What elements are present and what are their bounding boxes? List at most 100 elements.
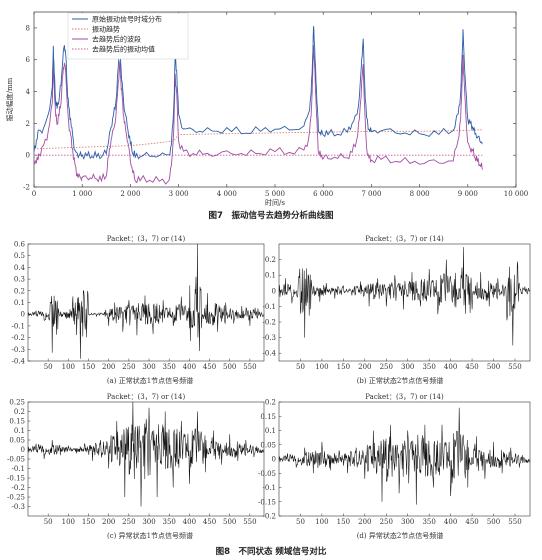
x-tick-label: 100 [62, 518, 75, 526]
x-tick-label: 100 [315, 363, 328, 371]
x-tick-label: 200 [358, 363, 371, 371]
x-tick-label: 150 [337, 518, 350, 526]
y-tick-label: 0.15 [9, 418, 25, 426]
x-tick-label: 2 000 [120, 190, 140, 198]
panel-title: Packet：(3，7) or (14) [365, 235, 444, 243]
y-tick-label: 8 [26, 24, 30, 32]
y-tick-label: -0.2 [12, 334, 26, 342]
y-tick-label: 4 [26, 88, 31, 96]
x-tick-label: 550 [508, 518, 521, 526]
panel-title: Packet：(3，7) or (14) [365, 393, 444, 401]
y-tick-label: -0.2 [263, 319, 277, 327]
legend-label: 去趋势后的波段 [92, 35, 141, 44]
y-tick-label: -0.15 [258, 498, 276, 506]
x-tick-label: 150 [337, 363, 350, 371]
x-tick-label: 450 [465, 363, 478, 371]
y-tick-label: -0.3 [263, 334, 277, 342]
y-axis-label: 振动幅度/mm [5, 77, 14, 121]
y-tick-label: 0.2 [265, 399, 276, 407]
x-tick-label: 100 [315, 518, 328, 526]
y-tick-label: -0.2 [263, 513, 277, 521]
y-tick-label: 0 [21, 446, 25, 454]
x-axis-label: 时间/s [265, 198, 285, 207]
x-tick-label: 6 000 [313, 190, 333, 198]
x-tick-label: 4 000 [217, 190, 237, 198]
y-tick-label: -0.15 [7, 475, 25, 483]
x-tick-label: 350 [422, 363, 435, 371]
y-tick-label: -0.1 [12, 322, 26, 330]
legend-label: 振动趋势 [92, 25, 120, 34]
spectrum-line [278, 407, 531, 505]
y-tick-label: 0 [272, 287, 276, 295]
series-line-2 [33, 45, 483, 185]
y-tick-label: -0.1 [263, 303, 277, 311]
x-tick-label: 250 [122, 518, 135, 526]
y-tick-label: 0.6 [14, 241, 26, 249]
y-tick-label: -0.1 [263, 484, 277, 492]
panel-frame [27, 243, 265, 362]
x-tick-label: 450 [203, 363, 216, 371]
x-tick-label: 150 [82, 518, 95, 526]
y-tick-label: -0.05 [258, 470, 276, 478]
x-tick-label: 250 [122, 363, 135, 371]
panel-title: Packet：(3，7) or (14) [107, 235, 186, 243]
y-tick-label: 0.05 [260, 441, 276, 449]
x-tick-label: 3 000 [169, 190, 189, 198]
panel-d-caption: (d) 异常状态2节点信号频谱 [357, 531, 444, 540]
x-tick-label: 350 [163, 518, 176, 526]
x-tick-label: 150 [82, 363, 95, 371]
panel-c-caption: (c) 异常状态1节点信号频谱 [107, 531, 193, 540]
x-tick-label: 350 [422, 518, 435, 526]
x-tick-label: 300 [401, 518, 414, 526]
y-tick-label: 0.25 [9, 399, 25, 407]
panel-frame [278, 243, 531, 362]
y-tick-label: 0.2 [265, 256, 276, 264]
y-tick-label: -0.1 [12, 465, 26, 473]
x-tick-label: 400 [444, 518, 457, 526]
spectrum-line [27, 243, 265, 359]
y-tick-label: 0.1 [265, 272, 276, 280]
x-tick-label: 500 [223, 518, 236, 526]
panel-a-chart: Packet：(3，7) or (14) 50 100 150 200 250 300 350… [12, 235, 265, 371]
y-tick-label: -0.4 [263, 350, 277, 358]
detrend-chart: 0 1 000 2 000 3 000 4 000 5 000 6 000 7 000 8 00… [5, 11, 528, 207]
x-tick-label: 200 [102, 363, 115, 371]
x-tick-label: 400 [183, 518, 196, 526]
x-tick-label: 50 [44, 363, 53, 371]
x-tick-label: 100 [62, 363, 75, 371]
x-tick-label: 550 [243, 518, 256, 526]
y-tick-label: -2 [23, 184, 30, 192]
panel-d-chart: Packet：(3，7) or (14) 50 100 150 200 250 300 350… [258, 393, 531, 526]
panel-b-caption: (b) 正常状态2节点信号频谱 [357, 376, 444, 385]
panel-title: Packet：(3，7) or (14) [107, 393, 186, 401]
y-tick-label: 0.1 [14, 427, 25, 435]
x-tick-label: 500 [487, 363, 500, 371]
x-tick-label: 8 000 [410, 190, 430, 198]
x-tick-label: 350 [163, 363, 176, 371]
y-tick-label: 0.05 [9, 437, 25, 445]
y-tick-label: -0.2 [12, 484, 26, 492]
x-tick-label: 500 [487, 518, 500, 526]
y-tick-label: -0.25 [7, 494, 25, 502]
x-tick-label: 1 000 [72, 190, 92, 198]
y-tick-label: 0 [26, 152, 30, 160]
y-tick-label: 6 [26, 56, 31, 64]
x-tick-label: 500 [223, 363, 236, 371]
y-tick-label: 0.15 [260, 413, 276, 421]
y-tick-label: 0 [272, 456, 276, 464]
y-tick-label: 2 [26, 120, 30, 128]
x-tick-label: 50 [44, 518, 53, 526]
x-tick-label: 0 [32, 190, 36, 198]
spectrum-line [27, 401, 265, 507]
series-line-1 [33, 129, 483, 150]
panel-a-caption: (a) 正常状态1节点信号频谱 [107, 376, 193, 385]
y-tick-label: 0.4 [14, 264, 26, 272]
x-tick-label: 7 000 [361, 190, 381, 198]
figure7-caption: 图7 振动信号去趋势分析曲线图 [209, 210, 334, 221]
x-tick-label: 550 [508, 363, 521, 371]
panel-b-chart: Packet：(3，7) or (14) 50 100 150 200 250 300 350… [263, 235, 531, 371]
x-tick-label: 400 [183, 363, 196, 371]
x-tick-label: 250 [380, 518, 393, 526]
y-tick-label: -0.3 [12, 503, 26, 511]
x-tick-label: 200 [358, 518, 371, 526]
